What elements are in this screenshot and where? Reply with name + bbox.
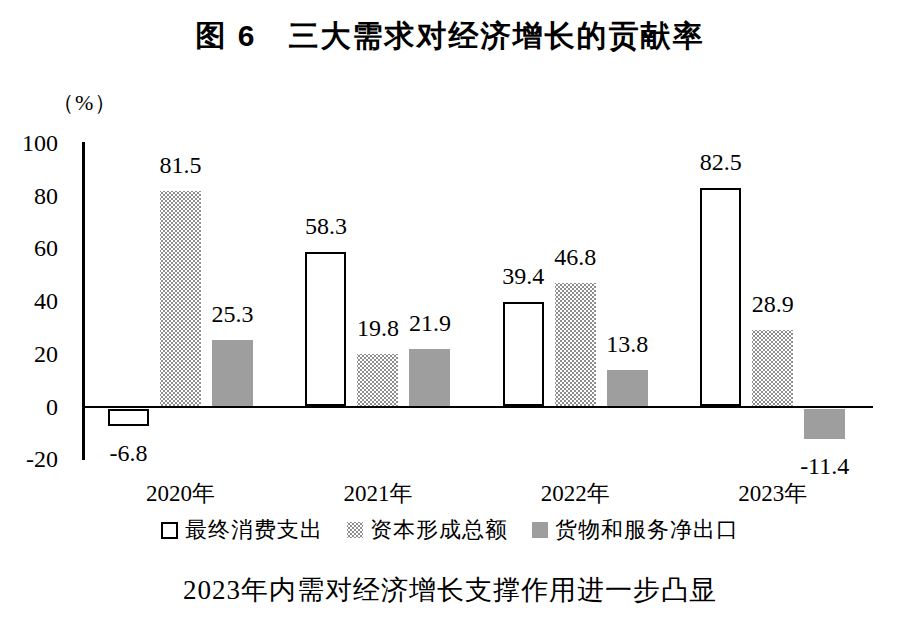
bar-dotted-2023年 [752, 330, 793, 406]
bar-value-label-2021年: 21.9 [388, 309, 472, 337]
bar-value-label-2021年: 58.3 [284, 212, 368, 240]
bar-outline-2022年 [503, 302, 544, 406]
bar-dotted-2021年 [357, 354, 398, 406]
y-tick-label--20: -20 [0, 445, 58, 473]
x-category-label-2020年: 2020年 [111, 478, 251, 509]
x-category-label-2023年: 2023年 [703, 478, 843, 509]
y-tick-label-0: 0 [0, 393, 58, 421]
x-category-label-2022年: 2022年 [505, 478, 645, 509]
bar-value-label-2023年: 82.5 [679, 148, 763, 176]
y-axis-unit-label: （%） [52, 88, 117, 118]
bar-value-label-2023年: 28.9 [731, 290, 815, 318]
bar-solid-2022年 [607, 370, 648, 407]
legend-label-final-consumption: 最终消费支出 [185, 515, 323, 545]
y-tick-label-100: 100 [0, 129, 58, 157]
y-tick-label-60: 60 [0, 234, 58, 262]
legend-swatch-final-consumption [161, 522, 178, 539]
bar-value-label-2020年: -6.8 [87, 439, 171, 467]
legend-label-net-exports: 货物和服务净出口 [555, 515, 739, 545]
bar-value-label-2023年: -11.4 [783, 452, 867, 480]
bar-value-label-2022年: 46.8 [533, 243, 617, 271]
y-tick-label-40: 40 [0, 287, 58, 315]
bar-solid-2023年 [804, 409, 845, 439]
legend-swatch-net-exports [532, 522, 548, 538]
y-tick-label-80: 80 [0, 182, 58, 210]
y-axis-line [82, 142, 85, 460]
y-tick-label-20: 20 [0, 340, 58, 368]
bar-solid-2021年 [409, 349, 450, 407]
legend-item-capital-formation: 资本形成总额 [347, 515, 508, 545]
bar-outline-2020年 [108, 409, 149, 427]
legend-item-net-exports: 货物和服务净出口 [532, 515, 739, 545]
legend-swatch-capital-formation [347, 522, 363, 538]
bar-value-label-2022年: 13.8 [585, 330, 669, 358]
legend-item-final-consumption: 最终消费支出 [161, 515, 323, 545]
x-category-label-2021年: 2021年 [308, 478, 448, 509]
bar-value-label-2020年: 81.5 [139, 151, 223, 179]
bar-value-label-2020年: 25.3 [191, 300, 275, 328]
figure: 图 6 三大需求对经济增长的贡献率 （%） 100806040200-20 -6… [0, 0, 900, 620]
legend-label-capital-formation: 资本形成总额 [370, 515, 508, 545]
legend: 最终消费支出 资本形成总额 货物和服务净出口 [0, 515, 900, 545]
figure-caption: 2023年内需对经济增长支撑作用进一步凸显 [0, 572, 900, 608]
bar-solid-2020年 [212, 340, 253, 407]
